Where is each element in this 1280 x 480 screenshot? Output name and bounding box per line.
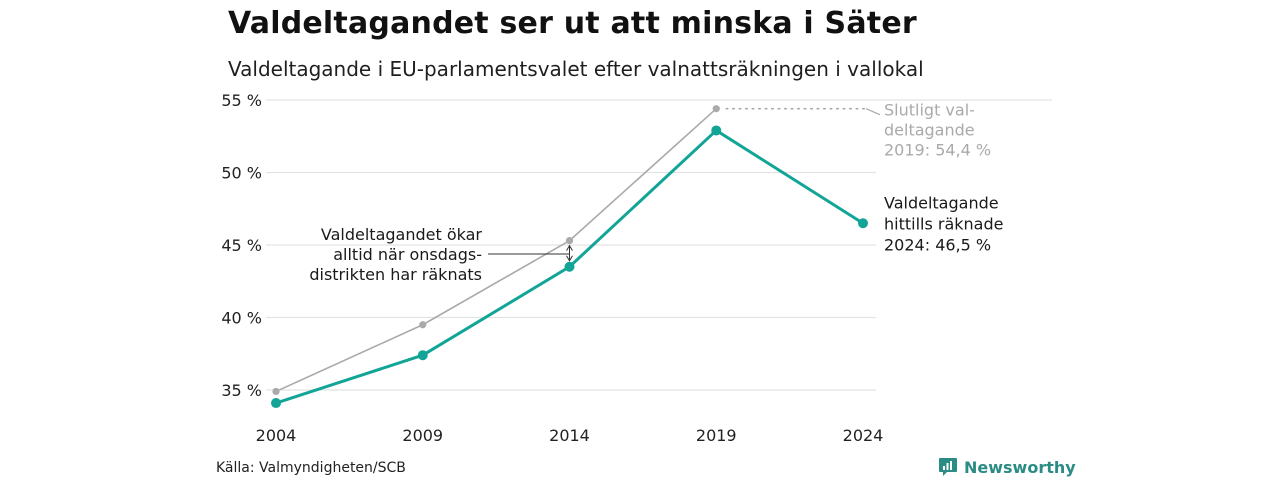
series-point-final xyxy=(565,237,574,245)
y-tick-label: 55 % xyxy=(221,91,262,110)
brand-name: Newsworthy xyxy=(964,457,1076,477)
series-point-final xyxy=(272,387,280,396)
note-arrow-head-down xyxy=(566,255,573,262)
x-tick-label: 2004 xyxy=(256,426,297,445)
newsworthy-logo-icon xyxy=(939,458,957,476)
x-tick-label: 2014 xyxy=(549,426,590,445)
x-tick-label: 2024 xyxy=(843,426,884,445)
series-point-election_night xyxy=(417,350,428,361)
x-tick-label: 2019 xyxy=(696,426,737,445)
chart-subtitle: Valdeltagande i EU-parlamentsvalet efter… xyxy=(228,57,924,81)
counting-note-annotation: Valdeltagandet ökar alltid när onsdags-di… xyxy=(309,225,482,284)
final-turnout-annotation: Slutligt val-deltagande 2019: 54,4 % xyxy=(884,101,991,160)
x-tick-label: 2009 xyxy=(402,426,443,445)
y-tick-label: 45 % xyxy=(221,236,262,255)
chart-title: Valdeltagandet ser ut att minska i Säter xyxy=(228,6,917,41)
series-point-final xyxy=(419,321,427,329)
current-turnout-annotation: Valdeltagande hittills räknade 2024: 46,5 … xyxy=(884,193,1003,254)
note-arrow-head-up xyxy=(566,244,573,251)
series-point-final xyxy=(712,105,720,113)
y-tick-label: 50 % xyxy=(221,164,262,183)
y-tick-label: 40 % xyxy=(221,309,262,328)
brand-link[interactable]: Newsworthy xyxy=(938,457,1076,477)
series-point-election_night xyxy=(711,125,722,136)
series-line-final xyxy=(275,108,717,393)
final-value-leader-tick xyxy=(865,108,881,116)
series-point-election_night xyxy=(271,398,281,409)
y-tick-label: 35 % xyxy=(221,381,262,400)
series-point-election_night xyxy=(564,261,575,272)
series-point-election_night xyxy=(858,218,868,229)
source-note: Källa: Valmyndigheten/SCB xyxy=(216,460,406,476)
